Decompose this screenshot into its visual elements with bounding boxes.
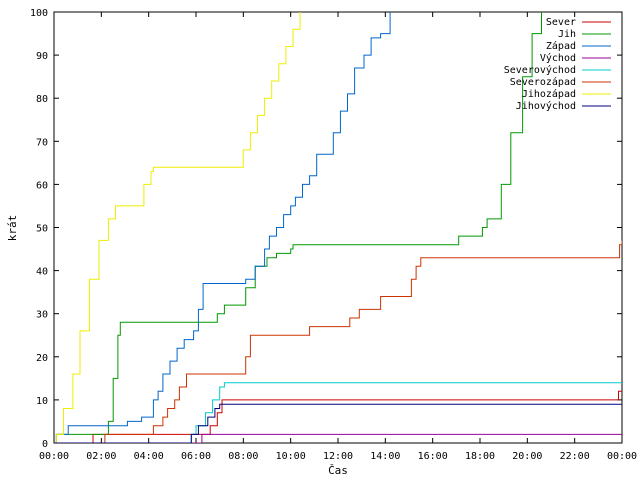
x-axis-ticks: 00:00 02:00 04:00 06:00 08:00 10:00 12:00 14:00… [39, 12, 637, 462]
series-lines [54, 12, 622, 443]
y-axis-ticks: 0 10 20 30 40 50 60 70 80 90 100 [30, 8, 622, 450]
x-tick-label: 04:00 [134, 451, 164, 462]
legend-label-severozapad: Severozápad [510, 76, 576, 88]
y-tick-label: 30 [36, 310, 48, 321]
x-tick-label: 18:00 [465, 451, 495, 462]
series-line-jihovychod [54, 403, 622, 443]
legend-label-severovychod: Severovýchod [504, 64, 576, 76]
legend-label-jih: Jih [558, 29, 576, 40]
y-tick-label: 20 [36, 353, 48, 364]
y-tick-label: 60 [36, 180, 48, 191]
series-line-zapad [54, 12, 391, 443]
x-tick-label: 02:00 [86, 451, 116, 462]
y-tick-label: 50 [36, 224, 48, 235]
y-tick-label: 40 [36, 267, 48, 278]
y-tick-label: 10 [36, 396, 48, 407]
x-tick-label: 22:00 [560, 451, 590, 462]
y-tick-label: 0 [42, 439, 48, 450]
x-tick-label: 20:00 [512, 451, 542, 462]
x-axis-label: Čas [328, 464, 348, 477]
legend-label-vychod: Východ [540, 52, 576, 64]
x-tick-label: 16:00 [418, 451, 448, 462]
legend: SeverJihZápadVýchodSeverovýchodSeverozáp… [504, 17, 611, 112]
legend-label-jihozapad: Jihozápad [522, 88, 576, 100]
series-line-sever [54, 390, 622, 443]
legend-label-zapad: Západ [546, 40, 576, 52]
series-line-vychod [54, 433, 622, 443]
legend-label-jihovychod: Jihovýchod [516, 100, 576, 112]
y-axis-label: krát [6, 215, 19, 242]
x-tick-label: 12:00 [323, 451, 353, 462]
x-tick-label: 00:00 [39, 451, 69, 462]
y-tick-label: 80 [36, 94, 48, 105]
x-tick-label: 08:00 [228, 451, 258, 462]
x-tick-label: 06:00 [181, 451, 211, 462]
x-tick-label: 14:00 [370, 451, 400, 462]
series-line-jih [54, 12, 542, 443]
y-tick-label: 70 [36, 137, 48, 148]
series-line-jihozapad [54, 12, 301, 443]
series-line-severozapad [54, 240, 622, 443]
y-tick-label: 90 [36, 51, 48, 62]
y-tick-label: 100 [30, 8, 48, 19]
legend-label-sever: Sever [546, 17, 576, 28]
x-tick-label: 00:00 [607, 451, 637, 462]
x-tick-label: 10:00 [276, 451, 306, 462]
